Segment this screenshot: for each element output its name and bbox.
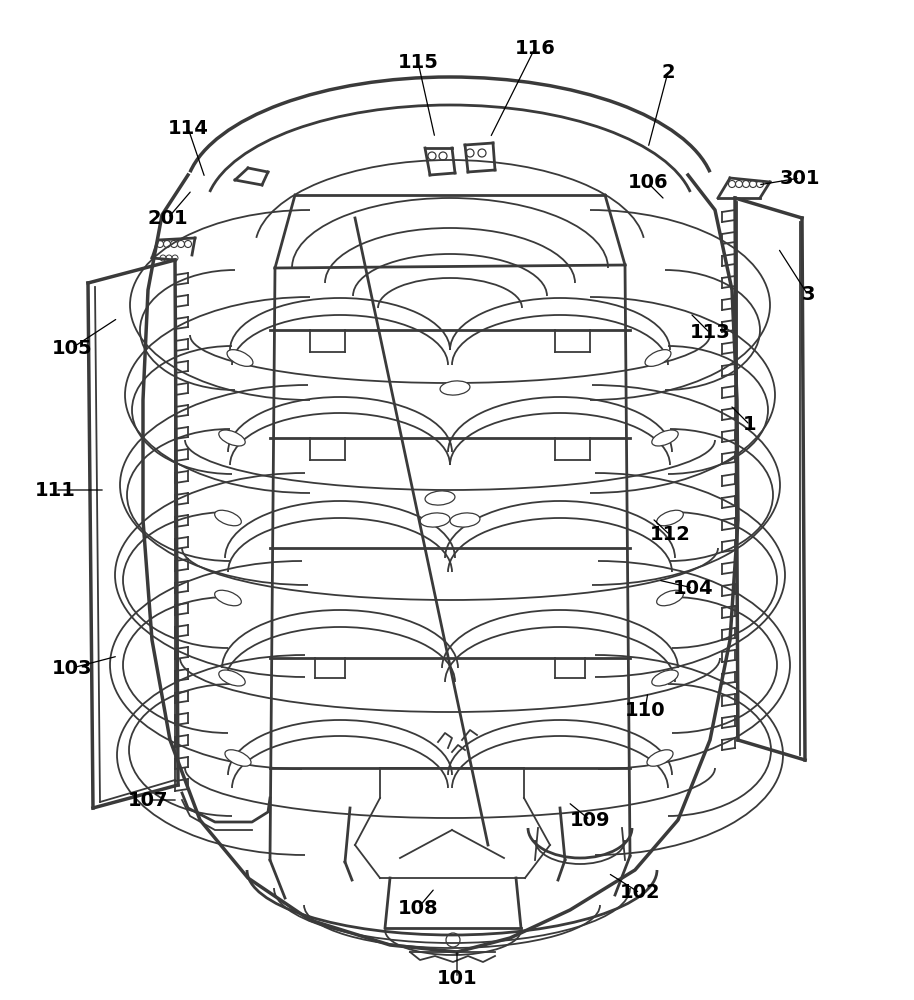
Ellipse shape <box>215 510 241 526</box>
Text: 110: 110 <box>624 700 665 720</box>
Ellipse shape <box>225 750 251 766</box>
Text: 2: 2 <box>661 62 675 82</box>
Text: 104: 104 <box>673 578 713 597</box>
Text: 112: 112 <box>650 526 690 544</box>
Ellipse shape <box>656 590 684 606</box>
Text: 3: 3 <box>802 286 814 304</box>
Text: 116: 116 <box>515 38 556 57</box>
Text: 107: 107 <box>128 790 168 810</box>
Ellipse shape <box>440 381 470 395</box>
Ellipse shape <box>652 670 678 686</box>
Text: 109: 109 <box>569 810 611 830</box>
Text: 114: 114 <box>167 118 208 137</box>
Text: 103: 103 <box>52 658 92 678</box>
Ellipse shape <box>425 491 455 505</box>
Text: 201: 201 <box>148 209 188 228</box>
Text: 113: 113 <box>690 324 730 342</box>
Ellipse shape <box>420 513 450 527</box>
Text: 301: 301 <box>780 168 820 188</box>
Text: 1: 1 <box>743 416 757 434</box>
Text: 106: 106 <box>628 174 668 192</box>
Ellipse shape <box>227 350 253 366</box>
Text: 108: 108 <box>398 898 439 918</box>
Text: 115: 115 <box>398 52 439 72</box>
Ellipse shape <box>215 590 241 606</box>
Text: 111: 111 <box>35 481 76 499</box>
Ellipse shape <box>656 510 684 526</box>
Ellipse shape <box>647 750 673 766</box>
Ellipse shape <box>645 350 671 366</box>
Text: 101: 101 <box>437 968 477 988</box>
Ellipse shape <box>218 430 245 446</box>
Ellipse shape <box>450 513 480 527</box>
Ellipse shape <box>652 430 678 446</box>
Text: 102: 102 <box>620 884 660 902</box>
Ellipse shape <box>218 670 245 686</box>
Text: 105: 105 <box>52 338 92 358</box>
